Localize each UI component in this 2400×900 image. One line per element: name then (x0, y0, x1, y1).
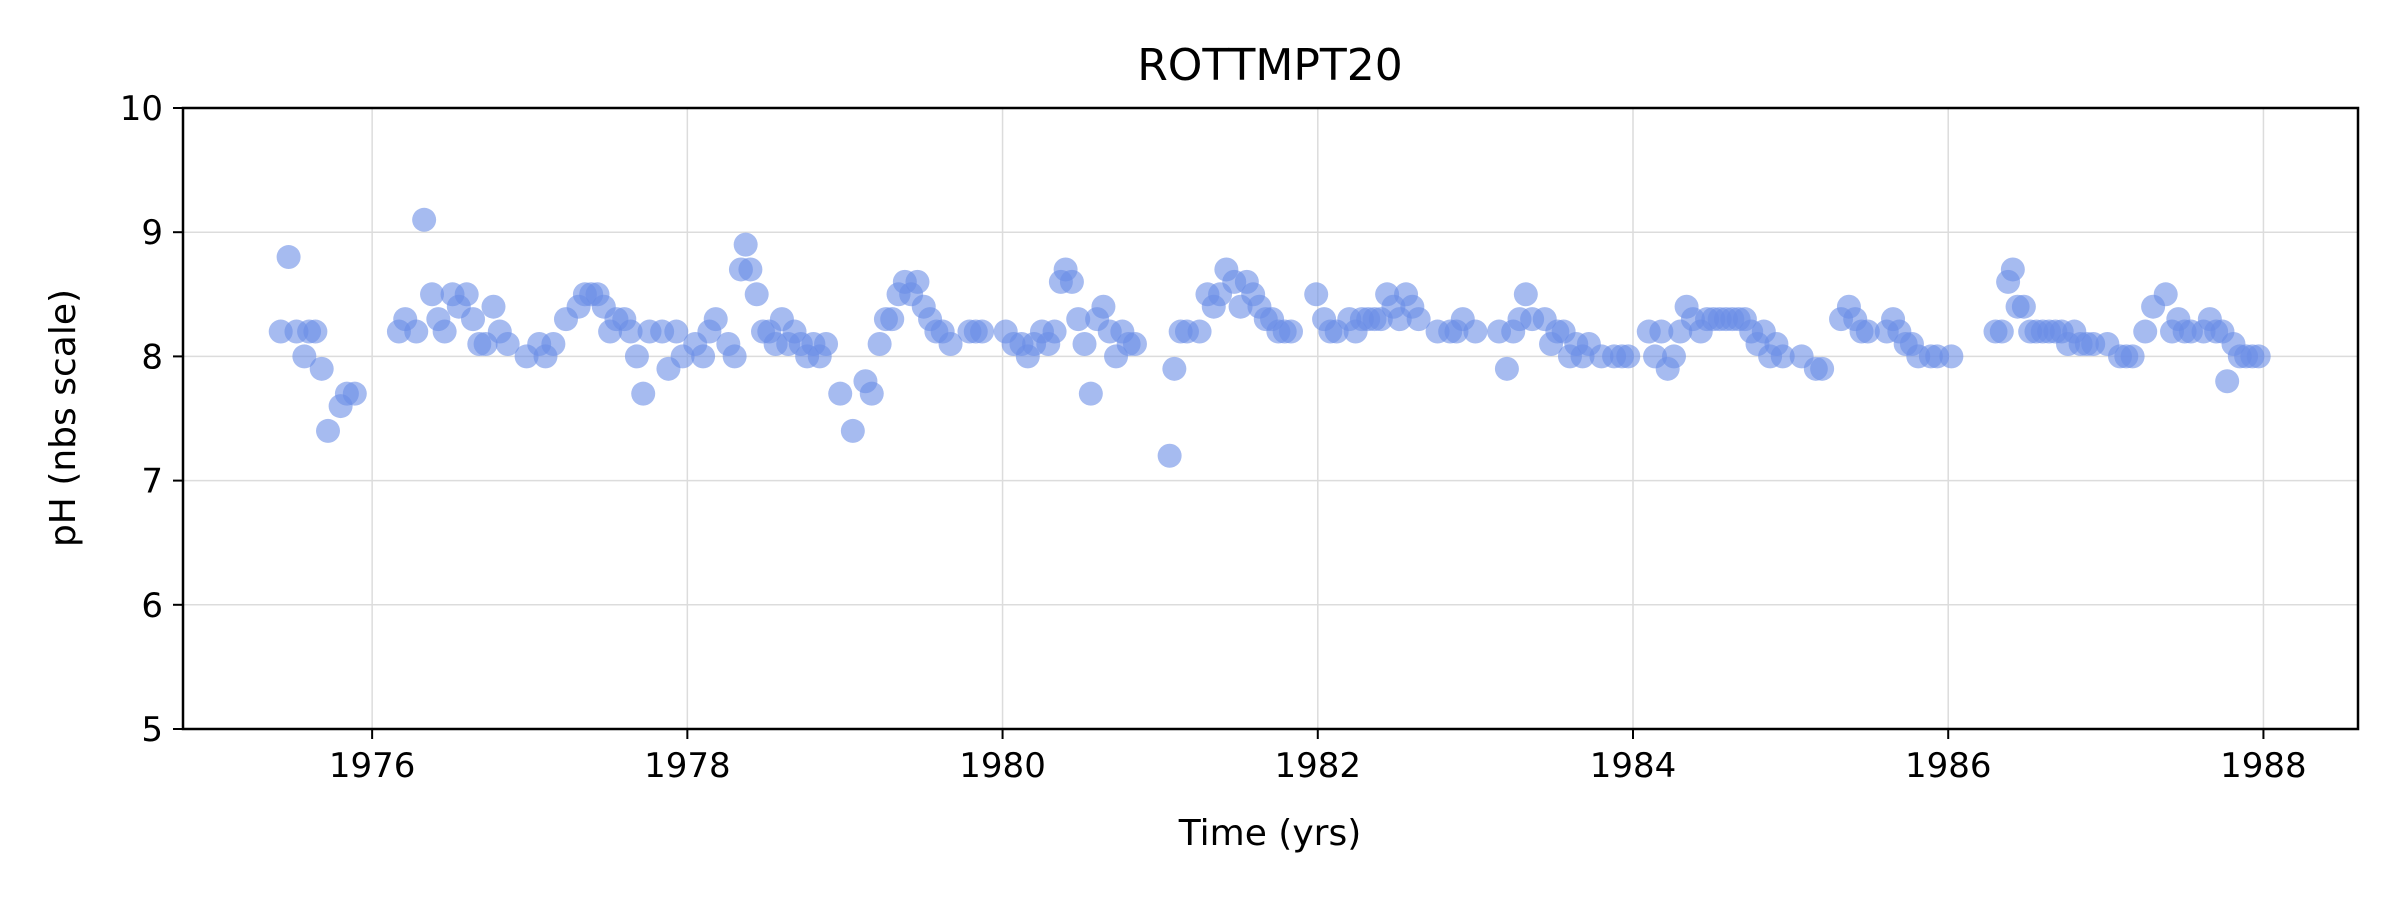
grid-lines (183, 107, 2358, 730)
data-point (2011, 294, 2036, 319)
data-point (880, 307, 905, 332)
data-point (316, 418, 340, 443)
data-point (1513, 282, 1538, 307)
y-axis-ticks: 5 6 7 8 9 10 (120, 89, 183, 750)
x-tick-label: 1986 (1905, 746, 1992, 786)
data-point (2246, 344, 2271, 369)
plot-frame (181, 106, 2360, 731)
data-point (412, 207, 437, 232)
data-point (1463, 319, 1488, 344)
data-point (938, 331, 963, 356)
y-tick-label: 10 (120, 89, 163, 129)
data-point (840, 418, 865, 443)
y-axis-label: pH (nbs scale) (43, 289, 84, 547)
data-point (303, 319, 328, 344)
x-axis-label: Time (yrs) (1178, 813, 1362, 854)
data-point (733, 232, 758, 257)
y-tick-label: 7 (141, 462, 163, 502)
data-point (867, 331, 892, 356)
x-tick-label: 1978 (644, 746, 731, 786)
data-point (1187, 319, 1212, 344)
data-point (2133, 319, 2158, 344)
data-point (828, 381, 853, 406)
data-point (1770, 344, 1795, 369)
x-tick-label: 1980 (959, 746, 1046, 786)
y-tick-label: 8 (141, 337, 163, 377)
x-tick-label: 1984 (1590, 746, 1677, 786)
data-point (2215, 369, 2240, 394)
data-point (1066, 307, 1091, 332)
y-tick-label: 5 (141, 710, 163, 750)
data-point (454, 282, 479, 307)
data-point (2120, 344, 2145, 369)
data-point (1989, 319, 2014, 344)
data-point (495, 331, 520, 356)
x-tick-label: 1976 (329, 746, 416, 786)
data-point (461, 307, 485, 332)
data-point (970, 319, 995, 344)
data-point (1939, 344, 1964, 369)
data-point (1162, 356, 1187, 381)
data-point (2000, 257, 2025, 282)
x-axis-ticks: 1976 1978 1980 1982 1984 1986 1988 (329, 729, 2307, 786)
data-point (292, 344, 317, 369)
data-point (309, 356, 334, 381)
data-point (276, 245, 301, 270)
data-point (1855, 319, 1880, 344)
data-point (481, 294, 506, 319)
data-point (432, 319, 457, 344)
data-point (420, 282, 445, 307)
chart-title: ROTTMPT20 (1137, 40, 1403, 91)
y-tick-label: 6 (141, 586, 163, 626)
data-point (1122, 331, 1147, 356)
data-point (1157, 443, 1182, 468)
data-point (703, 307, 728, 332)
data-point (1661, 344, 1686, 369)
data-points (268, 207, 2271, 468)
data-point (744, 282, 769, 307)
y-tick-label: 9 (141, 213, 163, 253)
data-point (1616, 344, 1641, 369)
data-point (342, 381, 367, 406)
data-point (1042, 319, 1067, 344)
data-point (1059, 269, 1084, 294)
data-point (691, 344, 716, 369)
data-point (1091, 294, 1116, 319)
data-point (2153, 282, 2178, 307)
data-point (1406, 307, 1431, 332)
data-point (1649, 319, 1674, 344)
data-point (722, 344, 747, 369)
data-point (859, 381, 884, 406)
data-point (404, 319, 429, 344)
data-point (631, 381, 656, 406)
data-point (618, 319, 643, 344)
data-point (664, 319, 689, 344)
data-point (905, 269, 930, 294)
data-point (1494, 356, 1519, 381)
data-point (541, 331, 566, 356)
data-point (1072, 331, 1097, 356)
x-tick-label: 1988 (2220, 746, 2307, 786)
data-point (1304, 282, 1329, 307)
data-point (624, 344, 649, 369)
data-point (1078, 381, 1103, 406)
data-point (814, 331, 839, 356)
data-point (738, 257, 763, 282)
data-point (1810, 356, 1835, 381)
x-tick-label: 1982 (1275, 746, 1362, 786)
data-point (1278, 319, 1303, 344)
